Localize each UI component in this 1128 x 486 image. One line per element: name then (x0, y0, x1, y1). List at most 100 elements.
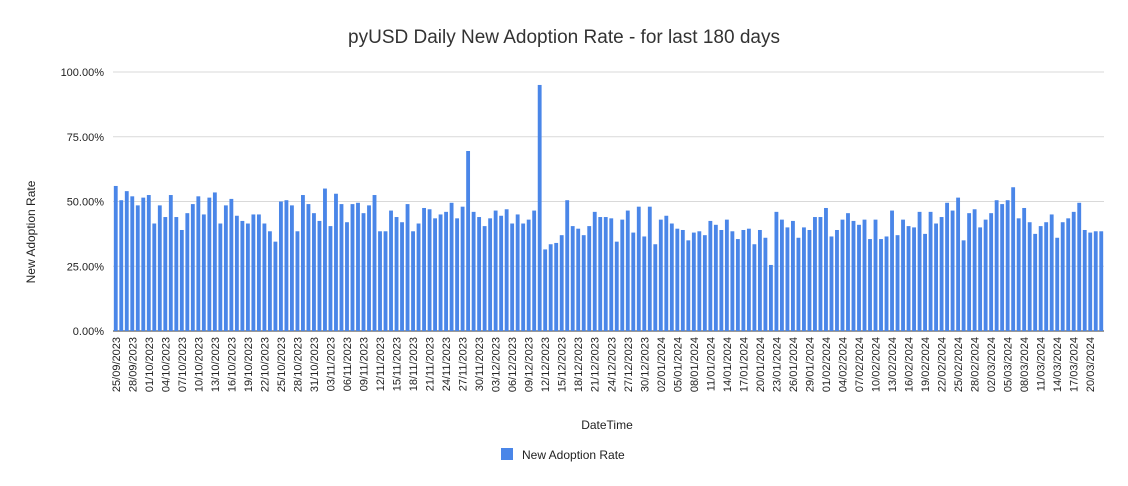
bar[interactable] (675, 228, 680, 331)
bar[interactable] (978, 227, 983, 331)
bar[interactable] (939, 217, 944, 331)
bar[interactable] (245, 223, 250, 331)
bar[interactable] (972, 209, 977, 331)
bar[interactable] (179, 229, 184, 331)
bar[interactable] (482, 226, 487, 331)
bar[interactable] (521, 223, 526, 331)
bar[interactable] (912, 227, 916, 331)
bar[interactable] (730, 231, 735, 331)
bar[interactable] (223, 205, 228, 331)
bar[interactable] (548, 244, 553, 331)
bar[interactable] (928, 211, 933, 331)
bar[interactable] (411, 231, 415, 331)
bar[interactable] (537, 84, 542, 331)
bar[interactable] (785, 227, 790, 331)
bar[interactable] (702, 235, 707, 331)
bar[interactable] (157, 205, 162, 331)
bar[interactable] (163, 217, 168, 331)
bar[interactable] (829, 236, 834, 331)
bar[interactable] (196, 196, 201, 331)
bar[interactable] (989, 213, 994, 331)
bar[interactable] (554, 242, 559, 331)
bar[interactable] (251, 214, 256, 331)
bar[interactable] (312, 213, 316, 331)
bar[interactable] (647, 206, 652, 331)
bar[interactable] (664, 215, 669, 331)
bar[interactable] (906, 226, 911, 331)
bar[interactable] (328, 226, 333, 331)
bar[interactable] (1033, 233, 1038, 332)
bar[interactable] (394, 217, 399, 331)
bar[interactable] (1088, 232, 1093, 331)
bar[interactable] (1038, 226, 1043, 331)
bar[interactable] (961, 240, 966, 331)
bar[interactable] (994, 200, 999, 331)
bar[interactable] (768, 264, 773, 331)
bar[interactable] (438, 214, 443, 331)
bar[interactable] (917, 211, 922, 331)
bar[interactable] (890, 210, 894, 331)
bar[interactable] (757, 229, 762, 331)
bar[interactable] (592, 211, 597, 331)
bar[interactable] (813, 217, 817, 331)
bar[interactable] (262, 223, 267, 331)
bar[interactable] (824, 207, 828, 331)
bar[interactable] (433, 218, 437, 331)
bar[interactable] (576, 228, 581, 331)
bar[interactable] (570, 226, 575, 331)
bar[interactable] (934, 223, 938, 331)
bar[interactable] (983, 219, 988, 331)
bar[interactable] (669, 223, 674, 331)
bar[interactable] (807, 229, 812, 331)
bar[interactable] (350, 204, 355, 331)
bar[interactable] (686, 240, 691, 331)
bar[interactable] (598, 217, 603, 331)
bar[interactable] (1049, 214, 1054, 331)
bar[interactable] (515, 214, 520, 331)
bar[interactable] (130, 196, 135, 331)
bar[interactable] (774, 211, 779, 331)
bar[interactable] (746, 228, 751, 331)
bar[interactable] (719, 229, 724, 331)
bar[interactable] (862, 219, 867, 331)
bar[interactable] (526, 219, 531, 331)
bar[interactable] (625, 210, 630, 331)
bar[interactable] (1016, 218, 1021, 331)
bar[interactable] (1093, 231, 1098, 331)
bar[interactable] (372, 195, 377, 331)
bar[interactable] (895, 235, 900, 331)
bar[interactable] (1027, 222, 1032, 331)
bar[interactable] (763, 237, 768, 331)
bar[interactable] (168, 195, 173, 331)
bar[interactable] (603, 217, 608, 331)
bar[interactable] (389, 210, 393, 331)
bar[interactable] (846, 213, 850, 331)
bar[interactable] (724, 219, 729, 331)
bar[interactable] (152, 223, 157, 331)
bar[interactable] (146, 195, 151, 331)
bar[interactable] (923, 233, 927, 332)
bar[interactable] (306, 204, 311, 331)
bar[interactable] (201, 214, 206, 331)
bar[interactable] (141, 197, 146, 331)
bar[interactable] (532, 210, 537, 331)
bar[interactable] (642, 236, 647, 331)
bar[interactable] (427, 209, 432, 331)
bar[interactable] (317, 220, 322, 331)
bar[interactable] (339, 204, 344, 331)
bar[interactable] (945, 202, 950, 331)
bar[interactable] (499, 215, 504, 331)
bar[interactable] (212, 192, 217, 331)
bar[interactable] (493, 210, 498, 331)
bar[interactable] (901, 219, 905, 331)
bar[interactable] (256, 214, 261, 331)
bar[interactable] (477, 217, 482, 331)
bar[interactable] (587, 226, 592, 331)
bar[interactable] (1082, 229, 1087, 331)
bar[interactable] (818, 217, 823, 331)
bar[interactable] (857, 224, 861, 331)
bar[interactable] (658, 219, 663, 331)
bar[interactable] (229, 198, 234, 331)
bar[interactable] (1071, 211, 1076, 331)
bar[interactable] (504, 209, 509, 331)
